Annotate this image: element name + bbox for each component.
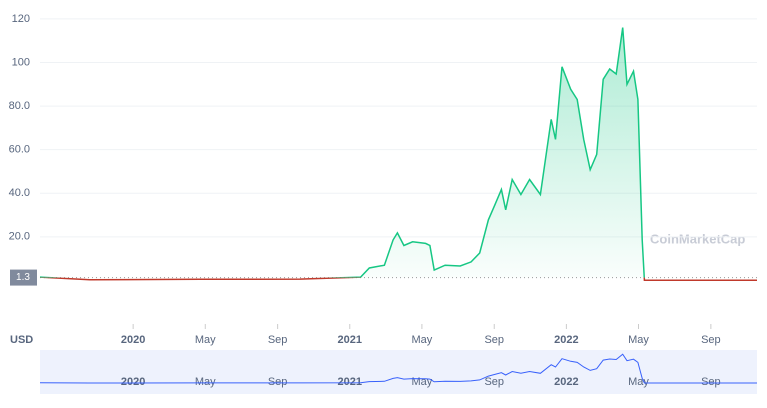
nav-tick-label: Sep xyxy=(701,376,721,388)
nav-tick-label: Sep xyxy=(484,376,504,388)
area xyxy=(40,27,645,278)
y-tick-label: 40.0 xyxy=(9,187,30,199)
y-tick-label: 100 xyxy=(12,56,30,68)
current-price-label: 1.3 xyxy=(16,272,30,283)
navigator-line xyxy=(39,353,757,384)
x-tick-label: May xyxy=(412,334,433,346)
x-tick-label: 2020 xyxy=(121,334,145,346)
nav-tick-label: 2022 xyxy=(554,376,578,388)
nav-tick-label: 2020 xyxy=(121,376,145,388)
x-tick-label: 2021 xyxy=(338,334,362,346)
x-tick-label: Sep xyxy=(484,334,504,346)
y-tick-label: 20.0 xyxy=(9,231,30,243)
currency-label: USD xyxy=(10,334,33,346)
current-price-box xyxy=(10,269,37,286)
nav-tick-label: May xyxy=(195,376,216,388)
y-tick-label: 60.0 xyxy=(9,144,30,156)
watermark: CoinMarketCap xyxy=(650,231,745,246)
y-tick-label: 80.0 xyxy=(9,100,30,112)
nav-tick-label: 2021 xyxy=(338,376,362,388)
nav-tick-label: May xyxy=(412,376,433,388)
nav-tick-label: May xyxy=(628,376,649,388)
nav-tick-label: Sep xyxy=(268,376,288,388)
price-line xyxy=(39,27,646,278)
x-tick-label: May xyxy=(628,334,649,346)
navigator-bg xyxy=(40,350,757,394)
x-tick-label: 2022 xyxy=(554,334,578,346)
y-tick-label: 120 xyxy=(12,13,30,25)
x-tick-label: Sep xyxy=(268,334,288,346)
x-tick-label: May xyxy=(195,334,216,346)
x-tick-label: Sep xyxy=(701,334,721,346)
